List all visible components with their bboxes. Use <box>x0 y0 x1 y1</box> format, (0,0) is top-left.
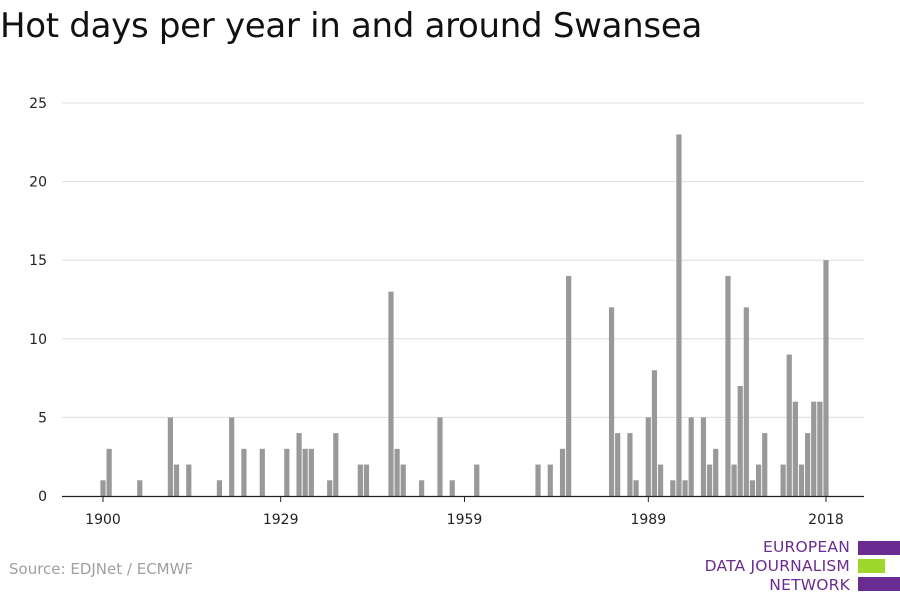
bar <box>559 448 566 496</box>
bar <box>700 417 707 496</box>
bar <box>535 464 541 496</box>
bar <box>216 480 223 496</box>
bar <box>811 401 817 496</box>
bar <box>798 464 805 496</box>
bar <box>419 480 425 496</box>
bar <box>137 480 143 496</box>
bars <box>100 134 829 496</box>
bar <box>186 464 192 496</box>
bar <box>688 417 694 496</box>
bar <box>749 480 756 496</box>
logo-bar-green <box>858 559 885 573</box>
bar <box>633 480 639 496</box>
bar <box>651 370 658 496</box>
bar <box>608 307 615 496</box>
bar <box>615 433 621 496</box>
x-tick-label: 2018 <box>808 512 844 528</box>
bar <box>333 433 339 496</box>
bar <box>713 448 719 496</box>
y-tick-label: 0 <box>38 489 47 505</box>
bar <box>657 464 664 496</box>
y-tick-label: 10 <box>29 332 47 348</box>
bar <box>780 464 786 496</box>
bar <box>100 480 106 496</box>
bar <box>400 464 406 496</box>
bar <box>302 448 308 496</box>
bar <box>229 417 235 496</box>
y-tick-label: 25 <box>29 96 47 112</box>
bar <box>167 417 173 496</box>
logo-bar-purple-top <box>858 541 900 555</box>
bar <box>805 433 811 496</box>
bar <box>682 480 688 496</box>
bar <box>645 417 651 496</box>
bar <box>823 260 829 496</box>
x-tick-label: 1900 <box>85 512 121 528</box>
logo-bar-purple-bottom <box>858 577 900 591</box>
bar <box>308 448 314 496</box>
logo-line-1: EUROPEAN <box>762 538 850 556</box>
bar <box>449 480 455 496</box>
bar <box>566 275 572 496</box>
bar <box>731 464 737 496</box>
y-tick-label: 15 <box>29 253 47 269</box>
bar <box>363 464 370 496</box>
bar-chart: 0 5 10 15 20 25 1900 1929 1959 1989 2018 <box>29 96 864 528</box>
x-tick-label: 1929 <box>263 512 299 528</box>
gridlines <box>62 102 864 418</box>
x-tick-label: 1989 <box>630 512 666 528</box>
source-note: Source: EDJNet / ECMWF <box>9 560 194 578</box>
bar <box>296 433 302 496</box>
bar <box>474 464 480 496</box>
logo-line-3: NETWORK <box>769 576 850 594</box>
bar <box>670 480 676 496</box>
bar <box>817 401 823 496</box>
bar <box>756 464 762 496</box>
bar <box>706 464 713 496</box>
edjnet-logo: EUROPEAN DATA JOURNALISM NETWORK <box>700 538 900 594</box>
bar <box>241 448 247 496</box>
bar <box>725 275 731 496</box>
bar <box>627 433 633 496</box>
bar <box>737 385 743 496</box>
bar <box>792 401 798 496</box>
bar <box>327 480 333 496</box>
bar <box>284 448 290 496</box>
bar <box>106 448 112 496</box>
bar <box>394 448 400 496</box>
x-tick-label: 1959 <box>447 512 483 528</box>
bar <box>388 291 394 496</box>
bar <box>173 464 180 496</box>
bar <box>259 448 265 496</box>
x-axis-ticks: 1900 1929 1959 1989 2018 <box>85 496 844 528</box>
bar <box>743 307 749 496</box>
logo-line-2: DATA JOURNALISM <box>704 557 850 575</box>
bar <box>437 417 443 496</box>
bar <box>786 354 792 496</box>
y-tick-label: 5 <box>38 410 47 426</box>
chart-title: Hot days per year in and around Swansea <box>0 6 702 46</box>
bar <box>676 134 682 496</box>
y-axis-ticks: 0 5 10 15 20 25 <box>29 96 47 505</box>
bar <box>547 464 553 496</box>
y-tick-label: 20 <box>29 175 47 191</box>
bar <box>762 433 768 496</box>
bar <box>357 464 363 496</box>
